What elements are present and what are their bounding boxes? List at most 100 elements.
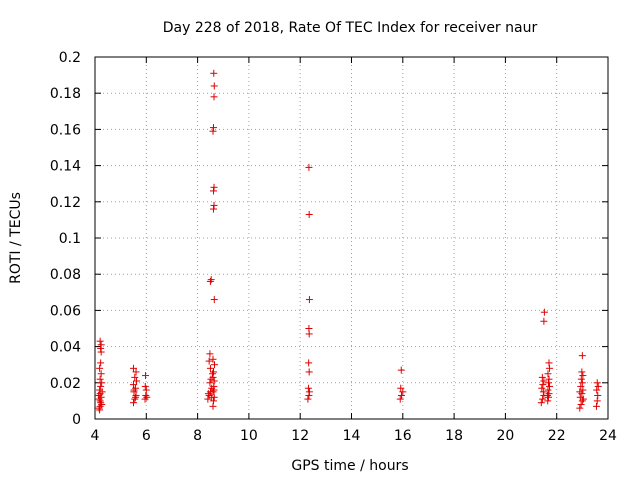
- data-point: [132, 384, 140, 392]
- data-point: [544, 386, 552, 394]
- data-point: [210, 386, 218, 394]
- y-axis-label: ROTI / TECUs: [8, 192, 24, 284]
- data-point: [143, 393, 151, 401]
- data-point: [132, 391, 140, 399]
- data-point: [210, 93, 218, 101]
- y-tick-label: 0.18: [50, 86, 81, 102]
- data-point: [210, 69, 218, 77]
- x-tick-label: 24: [599, 428, 617, 444]
- data-point: [131, 395, 139, 403]
- grid: [95, 57, 608, 419]
- data-point: [305, 163, 313, 171]
- data-point: [305, 388, 313, 396]
- data-point: [538, 384, 546, 392]
- data-point: [594, 382, 602, 390]
- data-point: [305, 210, 313, 218]
- data-point: [98, 379, 106, 387]
- data-point: [578, 397, 586, 405]
- data-point: [96, 397, 104, 405]
- data-point: [577, 382, 585, 390]
- x-tick-label: 16: [394, 428, 412, 444]
- data-point: [539, 395, 547, 403]
- data-point: [130, 386, 138, 394]
- data-point: [142, 386, 150, 394]
- data-point: [141, 382, 149, 390]
- data-point: [98, 388, 106, 396]
- data-point: [209, 402, 217, 410]
- data-point: [578, 379, 586, 387]
- data-point: [142, 391, 150, 399]
- data-point: [210, 82, 218, 90]
- data-point: [545, 359, 553, 367]
- y-tick-label: 0.02: [50, 376, 81, 392]
- data-point: [97, 399, 105, 407]
- data-point: [593, 386, 601, 394]
- data-point: [305, 391, 313, 399]
- data-point: [210, 201, 218, 209]
- data-point: [546, 382, 554, 390]
- data-point: [129, 399, 137, 407]
- y-tick-label: 0.04: [50, 340, 81, 356]
- data-point: [97, 341, 105, 349]
- data-point: [544, 379, 552, 387]
- data-point: [210, 397, 218, 405]
- data-point: [538, 373, 546, 381]
- data-point: [593, 379, 601, 387]
- data-point: [210, 377, 218, 385]
- data-point: [210, 296, 218, 304]
- y-tick-label: 0.16: [50, 122, 81, 138]
- y-tick-label: 0.06: [50, 303, 81, 319]
- data-point: [545, 390, 553, 398]
- data-point: [206, 277, 214, 285]
- data-point: [540, 377, 548, 385]
- data-point: [545, 375, 553, 383]
- data-point: [594, 391, 602, 399]
- data-point: [132, 393, 140, 401]
- data-points: [95, 69, 602, 414]
- data-point: [546, 364, 554, 372]
- data-point: [96, 364, 104, 372]
- data-point: [97, 370, 105, 378]
- data-point: [544, 393, 552, 401]
- data-point: [209, 355, 217, 363]
- data-point: [578, 368, 586, 376]
- y-tick-label: 0: [72, 412, 81, 428]
- data-point: [206, 364, 214, 372]
- data-point: [540, 317, 548, 325]
- x-tick-label: 6: [142, 428, 151, 444]
- data-point: [210, 124, 218, 132]
- data-point: [593, 397, 601, 405]
- data-point: [544, 370, 552, 378]
- data-point: [576, 404, 584, 412]
- data-point: [204, 390, 212, 398]
- chart-title: Day 228 of 2018, Rate Of TEC Index for r…: [163, 20, 538, 36]
- data-point: [206, 350, 214, 358]
- data-point: [539, 381, 547, 389]
- data-point: [397, 366, 405, 374]
- data-point: [305, 368, 313, 376]
- data-point: [141, 395, 149, 403]
- data-point: [210, 187, 218, 195]
- data-point: [98, 401, 106, 409]
- data-point: [305, 325, 313, 332]
- ticks: 4 6 8 10 12 14 16 18 20 22 24 0 0.02 0.04 0.06 0.08 0.1 0…: [50, 50, 617, 444]
- x-tick-label: 22: [548, 428, 566, 444]
- data-point: [133, 377, 141, 385]
- data-point: [577, 375, 585, 383]
- data-point: [305, 359, 313, 367]
- data-point: [592, 402, 600, 410]
- data-point: [206, 379, 214, 387]
- data-point: [579, 395, 587, 403]
- data-point: [576, 388, 584, 396]
- data-point: [576, 393, 584, 401]
- data-point: [577, 401, 585, 409]
- data-point: [539, 388, 547, 396]
- data-point: [95, 391, 103, 399]
- y-tick-label: 0.08: [50, 267, 81, 283]
- data-point: [398, 391, 406, 399]
- data-point: [129, 381, 137, 389]
- data-point: [210, 205, 218, 213]
- data-point: [209, 388, 217, 396]
- data-point: [210, 368, 218, 376]
- data-point: [97, 382, 105, 390]
